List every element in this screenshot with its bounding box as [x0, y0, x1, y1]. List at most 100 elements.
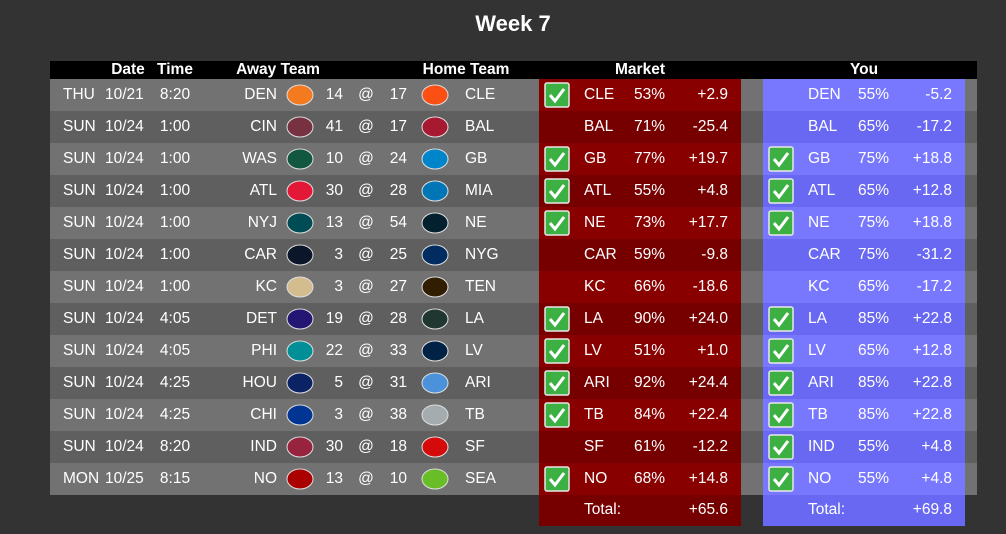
team-logo: [286, 84, 314, 106]
day: SUN: [63, 342, 96, 359]
you-diff: +22.8: [913, 310, 952, 327]
home-score: 54: [390, 214, 408, 231]
you-pick: BAL: [808, 118, 838, 135]
you-diff: +12.8: [913, 182, 952, 199]
at-sign: @: [358, 470, 374, 487]
check-mark: [772, 216, 790, 232]
market-cell: [539, 367, 741, 399]
date: 10/24: [105, 182, 144, 199]
title: Week 7: [475, 11, 550, 36]
check-mark: [772, 440, 790, 456]
you-total-value: +69.8: [913, 501, 952, 518]
you-pick: ATL: [808, 182, 836, 199]
market-cell: [539, 335, 741, 367]
market-pick: CLE: [584, 86, 614, 103]
team-logo: [421, 212, 449, 234]
team-logo: [286, 116, 314, 138]
you-pct: 85%: [858, 406, 889, 423]
home-team: TB: [465, 406, 485, 423]
you-pick: LV: [808, 342, 826, 359]
you-diff: +4.8: [921, 438, 952, 455]
you-pick: GB: [808, 150, 830, 167]
you-pct: 55%: [858, 470, 889, 487]
team-logo: [421, 116, 449, 138]
home-team: SEA: [465, 470, 497, 487]
day: SUN: [63, 374, 96, 391]
check-mark: [772, 376, 790, 392]
home-score: 33: [390, 342, 407, 359]
team-logo: [286, 276, 314, 298]
away-team: DEN: [244, 86, 277, 103]
header-date: Date: [111, 61, 145, 78]
check-mark: [772, 184, 790, 200]
you-pick: NE: [808, 214, 830, 231]
time: 8:20: [160, 438, 191, 455]
you-cell: [763, 303, 965, 335]
home-team: SF: [465, 438, 485, 455]
home-score: 24: [390, 150, 408, 167]
you-diff: +18.8: [913, 214, 952, 231]
you-pick: DEN: [808, 86, 841, 103]
home-score: 25: [390, 246, 407, 263]
away-score: 10: [326, 150, 344, 167]
market-pct: 71%: [634, 118, 665, 135]
you-diff: +22.8: [913, 406, 952, 423]
date: 10/24: [105, 278, 144, 295]
market-pick: SF: [584, 438, 604, 455]
away-score: 22: [326, 342, 343, 359]
at-sign: @: [358, 310, 374, 327]
you-diff: +12.8: [913, 342, 952, 359]
away-team: DET: [246, 310, 278, 327]
team-logo: [421, 468, 449, 490]
team-logo: [286, 148, 314, 170]
market-diff: +22.4: [689, 406, 729, 423]
check-mark: [772, 472, 790, 488]
market-cell: [539, 431, 741, 463]
time: 1:00: [160, 278, 191, 295]
time: 4:25: [160, 374, 190, 391]
market-diff: +19.7: [689, 150, 728, 167]
time: 8:15: [160, 470, 190, 487]
you-pick: IND: [808, 438, 835, 455]
day: SUN: [63, 310, 96, 327]
day: SUN: [63, 214, 96, 231]
date: 10/24: [105, 374, 144, 391]
home-team: BAL: [465, 118, 495, 135]
market-diff: +17.7: [689, 214, 728, 231]
away-score: 30: [326, 182, 344, 199]
team-logo: [421, 180, 449, 202]
check-mark: [772, 312, 790, 328]
check-box: [544, 370, 570, 396]
time: 4:25: [160, 406, 190, 423]
you-cell: [763, 463, 965, 495]
date: 10/24: [105, 118, 144, 135]
check-box: [768, 370, 794, 396]
time: 8:20: [160, 86, 191, 103]
date: 10/24: [105, 246, 144, 263]
away-team: HOU: [243, 374, 277, 391]
you-pct: 55%: [858, 86, 889, 103]
market-pct: 59%: [634, 246, 665, 263]
date: 10/24: [105, 310, 144, 327]
check-box: [768, 306, 794, 332]
you-pick: LA: [808, 310, 828, 327]
market-cell: [539, 175, 741, 207]
you-cell: [763, 271, 965, 303]
you-pick: TB: [808, 406, 828, 423]
market-pct: 51%: [634, 342, 665, 359]
date: 10/24: [105, 214, 144, 231]
day: SUN: [63, 438, 96, 455]
you-pick: NO: [808, 470, 831, 487]
market-cell: [539, 207, 741, 239]
check-mark: [772, 152, 790, 168]
day: THU: [63, 86, 95, 103]
team-logo: [286, 404, 314, 426]
market-pick: KC: [584, 278, 606, 295]
check-box: [544, 402, 570, 428]
market-cell: [539, 239, 741, 271]
market-cell: [539, 143, 741, 175]
market-pct: 61%: [634, 438, 665, 455]
market-pct: 53%: [634, 86, 665, 103]
check-mark: [548, 216, 566, 232]
market-cell: [539, 463, 741, 495]
